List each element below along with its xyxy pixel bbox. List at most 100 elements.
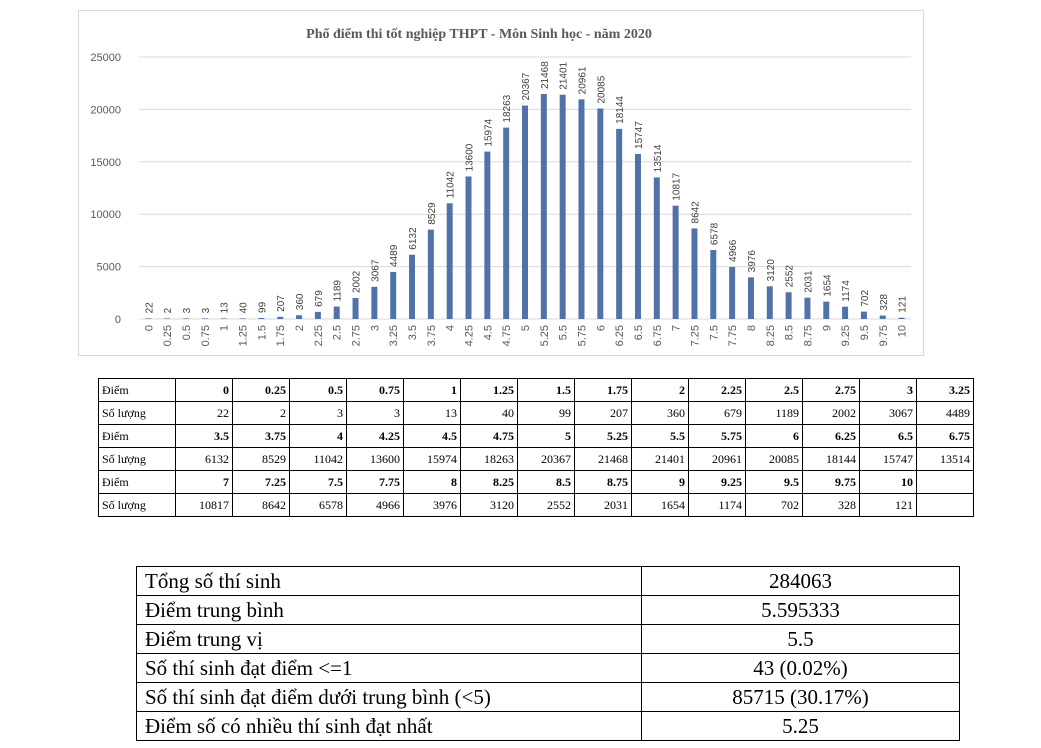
count-cell: 20367 — [517, 447, 575, 471]
score-cell: 9.75 — [802, 470, 860, 494]
score-row-header: Điểm — [98, 378, 176, 402]
x-tick-label: 4 — [445, 325, 457, 331]
y-tick-label: 5000 — [97, 262, 121, 274]
x-tick-label: 5.75 — [576, 325, 588, 346]
score-cell: 7 — [175, 470, 233, 494]
bar-data-label: 13514 — [653, 144, 664, 172]
summary-label: Số thí sinh đạt điểm dưới trung bình (<5… — [136, 682, 642, 712]
bar — [465, 176, 472, 319]
bar — [201, 318, 208, 319]
bar — [220, 318, 227, 319]
bar — [314, 311, 321, 319]
score-cell: 10 — [859, 470, 917, 494]
count-cell: 15974 — [403, 447, 461, 471]
score-cell: 3.5 — [175, 424, 233, 448]
score-cell: 7.75 — [346, 470, 404, 494]
y-tick-label: 25000 — [90, 52, 121, 64]
score-cell: 7.5 — [289, 470, 347, 494]
x-axis-ticks: 0 0.25 0.5 0.75 1 1.25 1.5 1.75 2 2.25 2.5 2.75 3 3.2… — [143, 325, 908, 346]
x-tick-label: 9.25 — [840, 325, 852, 346]
x-tick-label: 4.5 — [482, 325, 494, 340]
bar — [503, 127, 510, 319]
x-tick-label: 2 — [294, 325, 306, 331]
x-tick-label: 0.5 — [181, 325, 193, 340]
bar-data-label: 20085 — [596, 75, 607, 103]
chart-canvas: Phổ điểm thi tốt nghiệp THPT - Môn Sinh … — [90, 27, 911, 346]
count-cell: 20961 — [688, 447, 746, 471]
bar — [710, 250, 717, 319]
count-row-header: Số lượng — [98, 493, 176, 517]
score-cell: 2.25 — [688, 378, 746, 402]
summary-value: 43 (0.02%) — [641, 653, 960, 683]
count-cell: 40 — [460, 401, 518, 425]
count-cell: 3067 — [859, 401, 917, 425]
score-cell: 4.25 — [346, 424, 404, 448]
score-distribution-chart: Phổ điểm thi tốt nghiệp THPT - Môn Sinh … — [78, 10, 924, 356]
bar — [879, 315, 886, 319]
score-cell: 8.25 — [460, 470, 518, 494]
bar — [446, 203, 453, 319]
x-tick-label: 2.25 — [313, 325, 325, 346]
score-cell: 7.25 — [232, 470, 290, 494]
y-axis-ticks: 0 5000 10000 15000 20000 25000 — [90, 52, 121, 326]
score-cell: 2 — [631, 378, 689, 402]
bar — [559, 94, 566, 319]
x-tick-label: 7 — [671, 325, 683, 331]
score-cell: 3.75 — [232, 424, 290, 448]
bar-data-label: 21401 — [559, 61, 570, 89]
score-cell: 0.75 — [346, 378, 404, 402]
count-cell: 3120 — [460, 493, 518, 517]
bar-data-label: 20961 — [577, 66, 588, 94]
bar — [427, 229, 434, 319]
x-tick-label: 9.75 — [878, 325, 890, 346]
summary-label: Điểm số có nhiều thí sinh đạt nhất — [136, 711, 642, 741]
x-tick-label: 1.25 — [238, 325, 250, 346]
count-cell: 99 — [517, 401, 575, 425]
bar-data-label: 328 — [879, 293, 890, 310]
bar — [691, 228, 698, 319]
bar-data-label: 3067 — [370, 259, 381, 282]
count-cell: 13600 — [346, 447, 404, 471]
bar-data-label: 10817 — [672, 172, 683, 200]
bar-data-label: 207 — [276, 295, 287, 312]
score-cell: 5.5 — [631, 424, 689, 448]
count-cell: 207 — [574, 401, 632, 425]
x-tick-label: 3.75 — [426, 325, 438, 346]
count-cell: 6132 — [175, 447, 233, 471]
x-tick-label: 1 — [219, 325, 231, 331]
count-cell: 20085 — [745, 447, 803, 471]
x-tick-label: 0 — [143, 325, 155, 331]
score-cell: 6.75 — [916, 424, 974, 448]
score-cell: 1 — [403, 378, 461, 402]
count-cell: 21401 — [631, 447, 689, 471]
count-cell: 18144 — [802, 447, 860, 471]
y-tick-label: 0 — [115, 314, 121, 326]
count-cell: 15747 — [859, 447, 917, 471]
x-tick-label: 6.25 — [614, 325, 626, 346]
count-cell: 1189 — [745, 401, 803, 425]
x-tick-label: 1.75 — [275, 325, 287, 346]
score-cell: 9.5 — [745, 470, 803, 494]
score-cell: 0.25 — [232, 378, 290, 402]
bar — [277, 316, 284, 319]
score-row: Điểm 0 0.25 0.5 0.75 1 1.25 1.5 1.75 2 2.25 2.5 2.75… — [98, 378, 974, 402]
score-cell: 0 — [175, 378, 233, 402]
summary-row: Tổng số thí sinh 284063 — [136, 566, 960, 596]
bar — [258, 317, 265, 319]
score-cell: 8.75 — [574, 470, 632, 494]
count-cell: 2552 — [517, 493, 575, 517]
bar-data-label: 3976 — [747, 250, 758, 273]
bar — [804, 297, 811, 319]
bar — [747, 277, 754, 319]
count-cell: 360 — [631, 401, 689, 425]
count-cell: 328 — [802, 493, 860, 517]
x-tick-label: 5.25 — [539, 325, 551, 346]
score-cell: 9.25 — [688, 470, 746, 494]
bar — [352, 298, 359, 319]
score-cell: 5.75 — [688, 424, 746, 448]
score-cell: 5 — [517, 424, 575, 448]
count-cell: 1654 — [631, 493, 689, 517]
summary-value: 5.595333 — [641, 595, 960, 625]
bar-data-label: 2002 — [352, 270, 363, 293]
chart-title: Phổ điểm thi tốt nghiệp THPT - Môn Sinh … — [306, 27, 652, 42]
